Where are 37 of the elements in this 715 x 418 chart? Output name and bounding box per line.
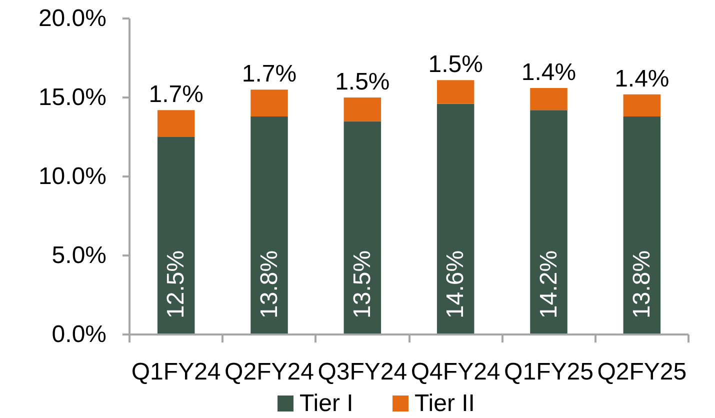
bar <box>344 121 382 334</box>
bar <box>436 80 474 104</box>
y-tick-label: 5.0% <box>52 242 106 269</box>
x-tick-label: Q2FY25 <box>597 358 687 386</box>
data-label: 1.7% <box>242 60 297 88</box>
x-tick-label: Q4FY24 <box>410 358 500 386</box>
data-label: 14.6% <box>442 250 470 318</box>
data-label: 14.2% <box>535 250 562 318</box>
data-label: 1.5% <box>335 68 390 96</box>
bar <box>623 94 661 116</box>
x-tick-label: Q1FY25 <box>504 358 594 386</box>
bar <box>157 137 195 334</box>
bar <box>530 110 568 334</box>
legend-label: Tier II <box>414 390 475 417</box>
x-tick-label: Q2FY24 <box>224 358 314 386</box>
y-tick-label: 10.0% <box>38 163 107 190</box>
y-tick-label: 20.0% <box>38 5 107 32</box>
bar <box>344 98 382 122</box>
data-label: 13.8% <box>628 250 656 318</box>
data-label: 13.5% <box>348 250 376 318</box>
bar <box>250 116 288 334</box>
legend-label: Tier I <box>300 390 354 417</box>
x-tick-label: Q3FY24 <box>318 358 408 386</box>
data-label: 12.5% <box>162 250 190 318</box>
data-label: 13.8% <box>256 250 283 318</box>
y-tick-label: 0.0% <box>52 321 106 348</box>
y-tick-label: 15.0% <box>38 84 107 111</box>
bar <box>250 90 288 116</box>
bar <box>530 88 568 110</box>
data-label: 1.4% <box>521 59 576 86</box>
data-label: 1.4% <box>614 65 670 92</box>
bar <box>157 110 195 137</box>
x-tick-label: Q1FY24 <box>131 358 221 386</box>
data-label: 1.7% <box>148 81 204 108</box>
bar <box>436 104 474 334</box>
data-label: 1.5% <box>428 51 483 78</box>
bar <box>623 116 661 334</box>
